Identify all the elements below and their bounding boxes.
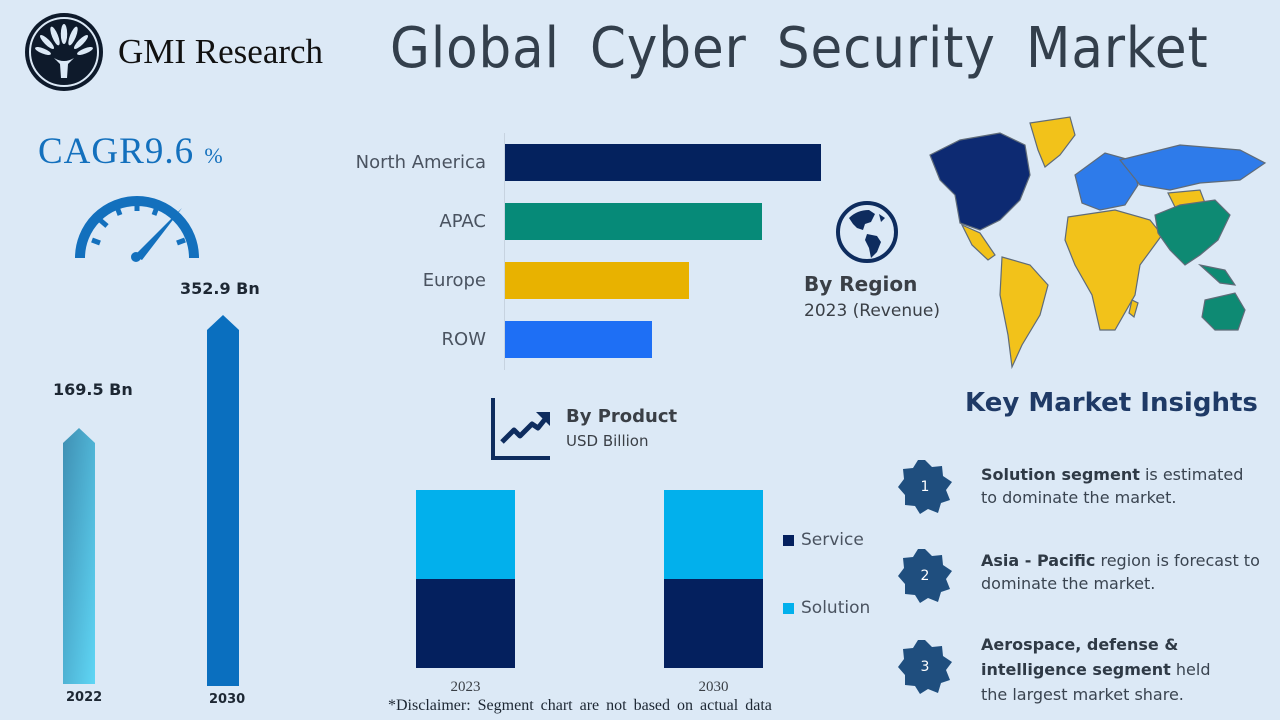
legend-swatch-service [783, 534, 794, 546]
region-bar-row [505, 321, 652, 358]
value-label-2022: 169.5 Bn [53, 380, 133, 399]
trend-up-chart-icon [491, 398, 550, 460]
page-title: Global Cyber Security Market [390, 16, 1209, 81]
by-product-subtitle: USD Billion [566, 432, 649, 450]
region-label: APAC [439, 211, 486, 232]
stack-year-2023: 2023 [450, 679, 481, 695]
legend-item-service: Service [783, 530, 864, 550]
legend-swatch-solution [783, 602, 794, 614]
speedometer-icon [75, 196, 199, 262]
stack-year-2030: 2030 [698, 679, 729, 695]
gmi-palm-logo-icon [25, 13, 103, 91]
globe-americas-icon [836, 201, 898, 263]
cagr-label: CAGR9.6 % [38, 130, 224, 173]
region-label: ROW [441, 329, 486, 350]
insight-bold: Solution segment [981, 465, 1140, 484]
world-map-icon [929, 116, 1267, 370]
region-label: Europe [422, 270, 486, 291]
year-label-2030: 2030 [209, 692, 246, 707]
disclaimer-text: *Disclaimer: Segment chart are not based… [388, 697, 772, 714]
segment-solution-2023 [416, 490, 515, 579]
region-row-europe: Europe [340, 262, 840, 299]
badge-number: 1 [920, 479, 930, 495]
brand-name: GMI Research [118, 32, 324, 71]
insight-bold: Asia - Pacific [981, 551, 1096, 570]
region-bar-north-america [505, 144, 821, 181]
insight-bold: Aerospace, defense & intelligence segmen… [981, 635, 1179, 679]
insight-rest: region is forecast to dominate the marke… [981, 551, 1260, 593]
insights-title: Key Market Insights [965, 388, 1258, 418]
region-row-apac: APAC [340, 203, 840, 240]
badge-number: 2 [920, 568, 930, 584]
growth-bar-2022 [63, 428, 95, 684]
growth-bar-2030 [207, 315, 239, 686]
starburst-badge-icon [898, 460, 952, 514]
legend-item-solution: Solution [783, 598, 870, 618]
by-product-title: By Product [566, 406, 678, 427]
starburst-badge-icon [898, 549, 952, 603]
segment-solution-2030 [664, 490, 763, 579]
region-label: North America [355, 152, 486, 173]
starburst-badge-icon [898, 640, 952, 694]
region-row-north-america: North America [340, 144, 840, 181]
cagr-unit: % [204, 143, 224, 168]
insight-rest: held the largest market share. [981, 660, 1211, 704]
region-bar-apac [505, 203, 762, 240]
region-axis-line [504, 133, 505, 370]
insight-text: Solution segment is estimated to dominat… [981, 463, 1261, 509]
legend-label: Service [801, 530, 864, 550]
by-region-subtitle: 2023 (Revenue) [804, 301, 940, 321]
insight-rest: is estimated to dominate the market. [981, 465, 1244, 507]
region-bar-chart: North America APAC Europe ROW [340, 130, 840, 370]
segment-service-2030 [664, 579, 763, 668]
insight-text: Asia - Pacific region is forecast to dom… [981, 549, 1261, 595]
stacked-bar-2030 [664, 490, 763, 668]
stacked-bar-2023 [416, 490, 515, 668]
by-region-title: By Region [804, 272, 918, 296]
cagr-value: 9.6 [144, 131, 195, 172]
region-bar-europe [505, 262, 689, 299]
cagr-text: CAGR [38, 131, 145, 172]
badge-number: 3 [920, 659, 930, 675]
insight-text: Aerospace, defense & intelligence segmen… [981, 632, 1241, 707]
legend-label: Solution [801, 598, 871, 618]
segment-service-2023 [416, 579, 515, 668]
value-label-2030: 352.9 Bn [180, 279, 260, 298]
year-label-2022: 2022 [66, 690, 103, 705]
region-row-row: ROW [340, 321, 840, 358]
